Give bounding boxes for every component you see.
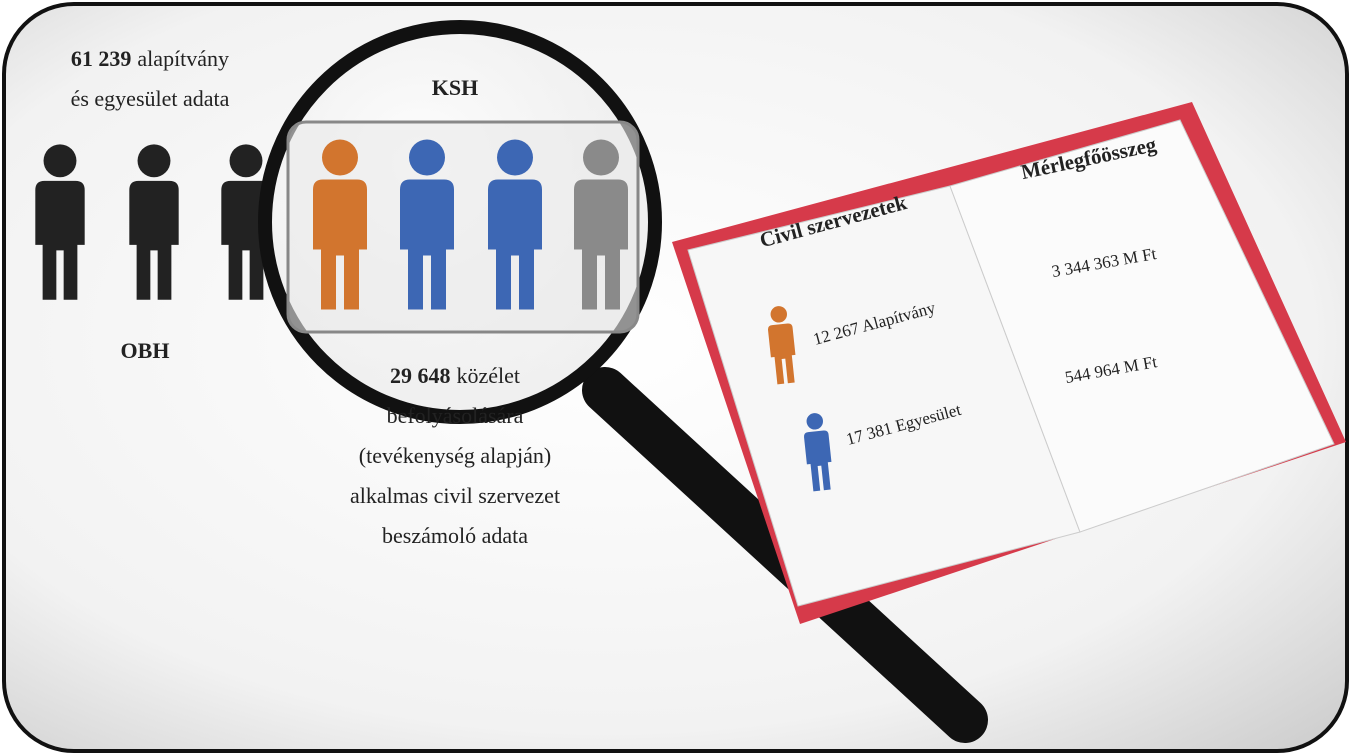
ksh-count: 29 648 [390, 363, 451, 388]
ksh-label: KSH [432, 75, 478, 100]
left-text: és egyesület adata [71, 86, 230, 111]
ksh-text: beszámoló adata [382, 523, 528, 548]
ksh-text: alkalmas civil szervezet [350, 483, 560, 508]
left-text: alapítvány [137, 46, 229, 71]
infographic: 61 239alapítvány és egyesület adata OBH … [0, 0, 1351, 755]
ksh-text: közélet [456, 363, 520, 388]
obh-label: OBH [121, 338, 170, 363]
left-count: 61 239 [71, 46, 132, 71]
ksh-text: (tevékenység alapján) [359, 443, 551, 468]
ksh-text: befolyásolására [387, 403, 524, 428]
